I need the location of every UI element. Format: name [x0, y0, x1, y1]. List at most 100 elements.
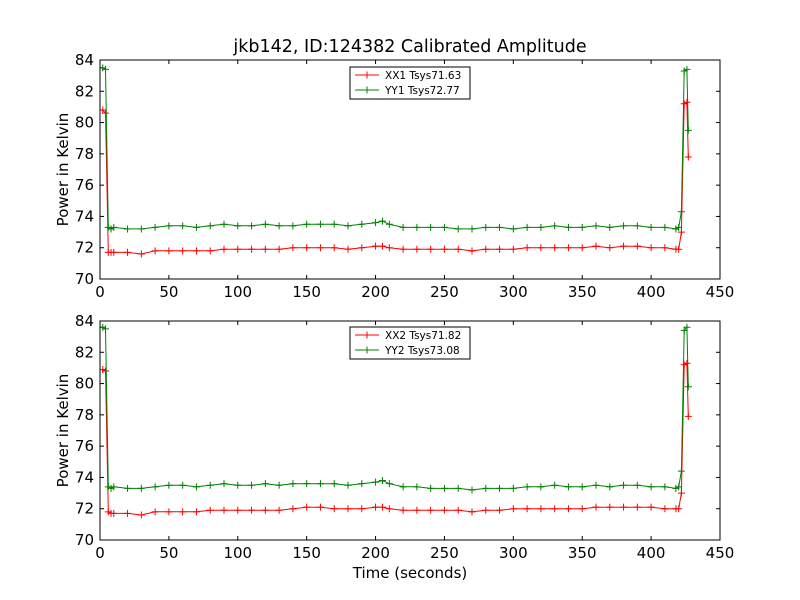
series-marker-xx [102, 109, 110, 117]
series-marker-yy [647, 223, 655, 231]
series-marker-xx [378, 503, 386, 511]
series-marker-yy [537, 223, 545, 231]
x-tick-label: 100 [223, 283, 252, 301]
y-axis-label: Power in Kelvin [54, 374, 72, 488]
series-marker-yy [684, 383, 692, 391]
x-tick-label: 150 [292, 283, 321, 301]
series-marker-xx [684, 153, 692, 161]
series-marker-xx [468, 508, 476, 516]
series-marker-xx [358, 244, 366, 252]
series-marker-xx [496, 245, 504, 253]
series-marker-xx [206, 506, 214, 514]
series-marker-yy [675, 483, 683, 491]
series-marker-xx [647, 244, 655, 252]
series-marker-yy [592, 222, 600, 230]
series-marker-yy [413, 483, 421, 491]
series-marker-xx [165, 247, 173, 255]
series-marker-xx [234, 245, 242, 253]
series-marker-xx [684, 412, 692, 420]
series-marker-xx [234, 506, 242, 514]
series-marker-xx [316, 244, 324, 252]
series-marker-xx [454, 506, 462, 514]
series-marker-yy [289, 480, 297, 488]
series-marker-xx [137, 511, 145, 519]
series-marker-xx [677, 228, 685, 236]
series-marker-yy [378, 217, 386, 225]
top-panel: 0 50 100 150 200 250 300 350 400 450 70 72 74 76 78 80 8… [54, 51, 734, 301]
y-tick-label: 80 [75, 114, 94, 132]
y-tick-label: 76 [75, 437, 94, 455]
series-marker-xx [275, 245, 283, 253]
series-marker-yy [683, 65, 691, 73]
series-marker-yy [564, 483, 572, 491]
series-marker-yy [137, 225, 145, 233]
series-marker-yy [110, 483, 118, 491]
series-marker-yy [220, 480, 228, 488]
series-marker-xx [468, 247, 476, 255]
series-marker-yy [151, 483, 159, 491]
series-marker-yy [289, 222, 297, 230]
series-marker-xx [647, 503, 655, 511]
series-marker-xx [110, 248, 118, 256]
x-tick-label: 350 [568, 544, 597, 562]
series-marker-yy [344, 222, 352, 230]
series-marker-yy [537, 483, 545, 491]
series-marker-xx [661, 505, 669, 513]
y-tick-label: 72 [75, 239, 94, 257]
series-marker-xx [385, 244, 393, 252]
figure-title: jkb142, ID:124382 Calibrated Amplitude [232, 37, 586, 57]
y-tick-label: 84 [75, 312, 94, 330]
series-marker-yy [683, 323, 691, 331]
x-tick-label: 0 [95, 544, 105, 562]
series-marker-yy [496, 484, 504, 492]
x-tick-label: 200 [361, 544, 390, 562]
series-marker-xx [289, 505, 297, 513]
series-marker-xx [620, 503, 628, 511]
series-marker-xx [620, 242, 628, 250]
series-marker-yy [620, 222, 628, 230]
series-marker-yy [179, 481, 187, 489]
series-marker-yy [523, 223, 531, 231]
x-tick-label: 300 [499, 283, 528, 301]
y-tick-label: 80 [75, 375, 94, 393]
series-marker-xx [399, 245, 407, 253]
y-tick-label: 74 [75, 207, 94, 225]
y-tick-label: 84 [75, 51, 94, 69]
plot-area [100, 323, 692, 519]
series-marker-xx [165, 508, 173, 516]
series-marker-xx [179, 508, 187, 516]
series-marker-yy [206, 222, 214, 230]
series-marker-yy [454, 225, 462, 233]
x-tick-label: 0 [95, 283, 105, 301]
series-marker-yy [496, 223, 504, 231]
x-tick-label: 100 [223, 544, 252, 562]
series-marker-yy [454, 484, 462, 492]
series-marker-yy [564, 223, 572, 231]
series-marker-xx [578, 244, 586, 252]
x-tick-label: 300 [499, 544, 528, 562]
series-marker-yy [165, 222, 173, 230]
series-marker-yy [399, 223, 407, 231]
series-marker-yy [179, 222, 187, 230]
legend-label-xx: XX1 Tsys71.63 [385, 70, 461, 82]
series-marker-xx [564, 505, 572, 513]
series-marker-xx [124, 509, 132, 517]
series-marker-yy [316, 220, 324, 228]
series-marker-xx [102, 367, 110, 375]
series-marker-xx [303, 244, 311, 252]
series-marker-xx [220, 245, 228, 253]
series-marker-yy [261, 220, 269, 228]
legend-box [349, 66, 471, 100]
series-marker-yy [234, 481, 242, 489]
x-axis-label: Time (seconds) [352, 564, 468, 582]
series-marker-xx [206, 247, 214, 255]
series-marker-xx [592, 503, 600, 511]
series-marker-xx [677, 489, 685, 497]
series-marker-xx [261, 506, 269, 514]
series-marker-xx [633, 503, 641, 511]
x-tick-label: 50 [159, 283, 178, 301]
y-tick-label: 70 [75, 270, 94, 288]
x-tick-label: 450 [706, 283, 735, 301]
y-axis-label: Power in Kelvin [54, 113, 72, 227]
